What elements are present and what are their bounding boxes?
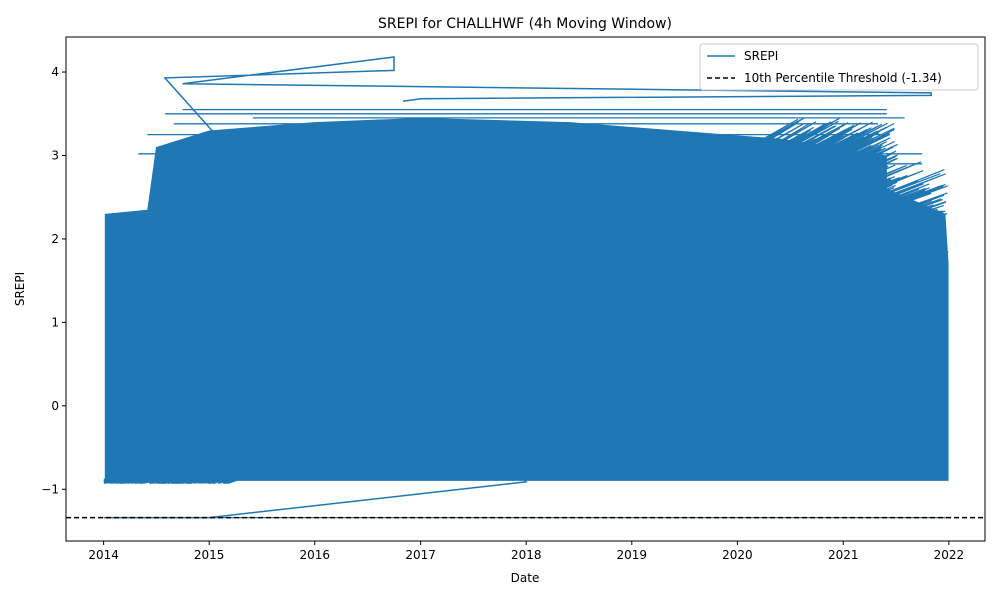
legend-label-threshold: 10th Percentile Threshold (-1.34) bbox=[744, 71, 942, 85]
srepi-band bbox=[104, 117, 949, 481]
y-tick-label: 3 bbox=[51, 148, 59, 162]
plot-frame bbox=[65, 36, 986, 542]
x-tick-label: 2021 bbox=[828, 548, 859, 562]
y-axis-label: SREPI bbox=[13, 272, 27, 306]
plot-area bbox=[66, 56, 985, 519]
y-tick-label: 2 bbox=[51, 232, 59, 246]
x-tick-label: 2014 bbox=[88, 548, 119, 562]
x-tick-label: 2016 bbox=[299, 548, 330, 562]
srepi-outlier-line bbox=[103, 56, 932, 519]
y-tick-label: 0 bbox=[51, 399, 59, 413]
x-tick-label: 2020 bbox=[722, 548, 753, 562]
x-tick-label: 2018 bbox=[511, 548, 542, 562]
x-axis-ticks: 2014 2015 2016 2017 2018 2019 2020 2021 2022 bbox=[88, 541, 964, 562]
x-tick-label: 2019 bbox=[617, 548, 648, 562]
legend: SREPI 10th Percentile Threshold (-1.34) bbox=[699, 43, 979, 91]
x-axis-label: Date bbox=[511, 571, 540, 585]
y-axis-ticks: −1 0 1 2 3 4 bbox=[41, 65, 66, 496]
y-tick-label: −1 bbox=[41, 482, 59, 496]
legend-label-srepi: SREPI bbox=[744, 49, 778, 63]
y-tick-label: 1 bbox=[51, 315, 59, 329]
y-tick-label: 4 bbox=[51, 65, 59, 79]
x-tick-label: 2015 bbox=[194, 548, 225, 562]
chart-title: SREPI for CHALLHWF (4h Moving Window) bbox=[378, 16, 672, 32]
x-tick-label: 2017 bbox=[405, 548, 436, 562]
legend-box bbox=[699, 43, 979, 91]
x-tick-label: 2022 bbox=[934, 548, 965, 562]
